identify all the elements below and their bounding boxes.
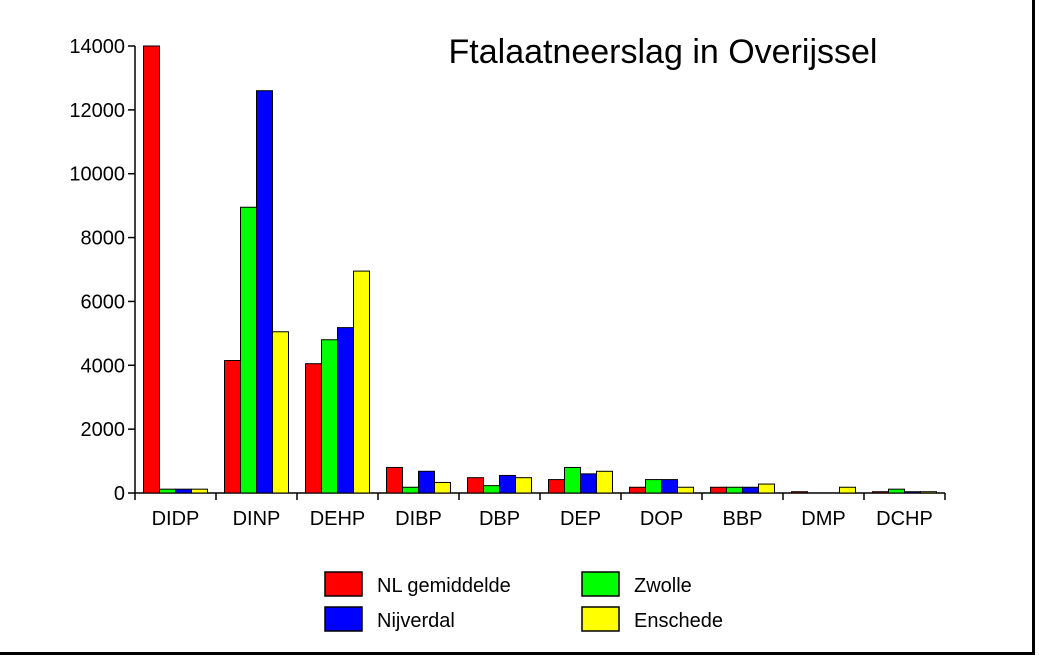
legend-label: Zwolle xyxy=(634,575,692,597)
bar xyxy=(418,470,435,494)
y-tick-label: 10000 xyxy=(69,164,125,186)
bar xyxy=(661,479,678,494)
axes: 0 2000 4000 6000 8000 10000 12000 14000 DIDP DINP… xyxy=(69,36,946,530)
bar xyxy=(515,477,532,494)
bar xyxy=(256,90,273,494)
y-tick-label: 4000 xyxy=(81,355,126,377)
bar xyxy=(337,327,354,494)
legend-swatch xyxy=(324,571,363,597)
bar xyxy=(726,486,743,494)
chart-title: Ftalaatneerslag in Overijssel xyxy=(449,33,878,71)
x-tick-label: DIBP xyxy=(395,508,442,530)
legend-swatch xyxy=(581,571,620,597)
x-tick-label: DEP xyxy=(560,508,601,530)
legend-label: Nijverdal xyxy=(377,610,455,632)
bar xyxy=(629,486,646,494)
bar xyxy=(742,486,759,494)
legend: NL gemiddelde Zwolle Nijverdal Enschede xyxy=(324,571,723,632)
legend-label: NL gemiddelde xyxy=(377,575,511,597)
bar xyxy=(224,359,241,494)
bar xyxy=(191,488,208,494)
bar xyxy=(467,477,484,494)
bar xyxy=(175,488,192,494)
x-tick-label: DIDP xyxy=(152,508,200,530)
bar xyxy=(677,486,694,494)
y-tick-label: 6000 xyxy=(81,291,126,313)
bar xyxy=(904,491,921,494)
bar xyxy=(791,491,808,494)
bar xyxy=(839,486,856,494)
bar xyxy=(386,466,403,494)
bar xyxy=(483,485,500,494)
bar xyxy=(548,479,565,494)
x-tick-label: BBP xyxy=(722,508,762,530)
legend-swatch xyxy=(324,606,363,632)
bar xyxy=(159,488,176,494)
bar xyxy=(321,339,338,494)
y-tick-label: 2000 xyxy=(81,419,126,441)
bar xyxy=(434,481,451,494)
y-tick-label: 8000 xyxy=(81,228,126,250)
bar xyxy=(645,479,662,494)
bar xyxy=(580,473,597,494)
bar xyxy=(499,474,516,494)
bar xyxy=(888,488,905,494)
bar xyxy=(872,491,889,494)
x-tick-label: DBP xyxy=(479,508,520,530)
x-tick-label: DCHP xyxy=(876,508,933,530)
bar xyxy=(143,45,160,494)
x-tick-label: DINP xyxy=(233,508,281,530)
legend-swatch xyxy=(581,606,620,632)
bar xyxy=(758,483,775,494)
bar xyxy=(402,486,419,494)
bar xyxy=(920,491,937,494)
x-tick-label: DEHP xyxy=(310,508,366,530)
bars xyxy=(143,45,937,494)
bar xyxy=(240,206,257,494)
bar xyxy=(272,331,289,494)
y-tick-label: 14000 xyxy=(69,36,125,58)
legend-label: Enschede xyxy=(634,610,723,632)
y-tick-label: 0 xyxy=(114,483,125,505)
bar xyxy=(353,270,370,494)
bar xyxy=(305,363,322,494)
x-tick-label: DMP xyxy=(801,508,845,530)
x-tick-label: DOP xyxy=(640,508,683,530)
bar xyxy=(710,486,727,494)
bar xyxy=(596,470,613,494)
bar xyxy=(564,466,581,494)
y-tick-label: 12000 xyxy=(69,100,125,122)
